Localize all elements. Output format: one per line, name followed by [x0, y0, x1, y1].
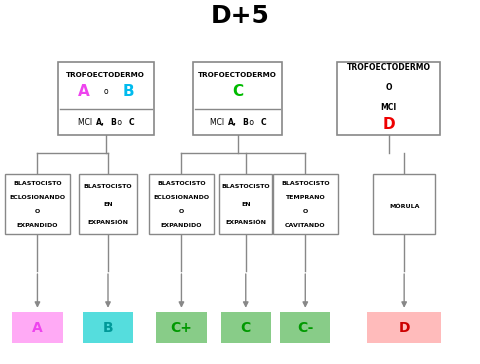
Text: TROFOECTODERMO: TROFOECTODERMO	[347, 63, 431, 72]
Text: D: D	[398, 321, 410, 335]
Text: C: C	[232, 83, 243, 99]
Bar	[83, 312, 133, 343]
Text: o: o	[247, 118, 256, 127]
Text: O: O	[179, 209, 184, 214]
Bar	[373, 174, 435, 234]
Bar	[12, 312, 62, 343]
Text: C: C	[261, 118, 266, 127]
Text: A,: A,	[96, 118, 105, 127]
Bar	[219, 174, 272, 234]
Bar	[5, 174, 70, 234]
Text: A: A	[78, 83, 90, 99]
Text: EXPANDIDO: EXPANDIDO	[17, 223, 58, 228]
Text: BLASTOCISTO: BLASTOCISTO	[221, 184, 270, 189]
Text: B: B	[123, 83, 134, 99]
Text: O: O	[35, 209, 40, 214]
Text: TEMPRANO: TEMPRANO	[286, 195, 325, 200]
Bar	[273, 174, 338, 234]
Text: C+: C+	[170, 321, 192, 335]
Text: B: B	[242, 118, 248, 127]
Bar	[156, 312, 206, 343]
Bar	[221, 312, 271, 343]
Text: A: A	[32, 321, 43, 335]
Text: EXPANSIÓN: EXPANSIÓN	[87, 221, 129, 225]
Text: CAVITANDO: CAVITANDO	[285, 223, 325, 228]
Text: MÓRULA: MÓRULA	[389, 203, 420, 209]
Text: EXPANDIDO: EXPANDIDO	[161, 223, 202, 228]
Text: O: O	[385, 83, 392, 92]
Bar	[193, 62, 282, 135]
Text: D+5: D+5	[211, 4, 269, 28]
Text: EXPANSIÓN: EXPANSIÓN	[225, 221, 266, 225]
Bar	[79, 174, 137, 234]
Text: MCI: MCI	[78, 118, 95, 127]
Text: EN: EN	[103, 202, 113, 207]
Text: o: o	[103, 87, 108, 95]
Bar	[367, 312, 442, 343]
Text: BLASTOCISTO: BLASTOCISTO	[157, 181, 206, 186]
Text: MCI: MCI	[210, 118, 227, 127]
Text: D: D	[383, 117, 395, 132]
Text: EN: EN	[241, 202, 251, 207]
Text: BLASTOCISTO: BLASTOCISTO	[84, 184, 132, 189]
Text: C: C	[129, 118, 134, 127]
Bar	[149, 174, 214, 234]
Text: B: B	[103, 321, 113, 335]
Text: A,: A,	[228, 118, 237, 127]
Text: B: B	[110, 118, 116, 127]
Text: BLASTOCISTO: BLASTOCISTO	[13, 181, 62, 186]
Text: MCI: MCI	[381, 103, 397, 111]
Text: o: o	[115, 118, 124, 127]
Text: C-: C-	[297, 321, 313, 335]
Text: BLASTOCISTO: BLASTOCISTO	[281, 181, 330, 186]
Text: O: O	[303, 209, 308, 214]
Bar	[58, 62, 154, 135]
Text: ECLOSIONANDO: ECLOSIONANDO	[10, 195, 65, 200]
Bar	[337, 62, 441, 135]
Text: C: C	[240, 321, 251, 335]
Bar	[280, 312, 330, 343]
Text: TROFOECTODERMO: TROFOECTODERMO	[198, 72, 277, 78]
Text: TROFOECTODERMO: TROFOECTODERMO	[66, 72, 145, 78]
Text: ECLOSIONANDO: ECLOSIONANDO	[154, 195, 209, 200]
